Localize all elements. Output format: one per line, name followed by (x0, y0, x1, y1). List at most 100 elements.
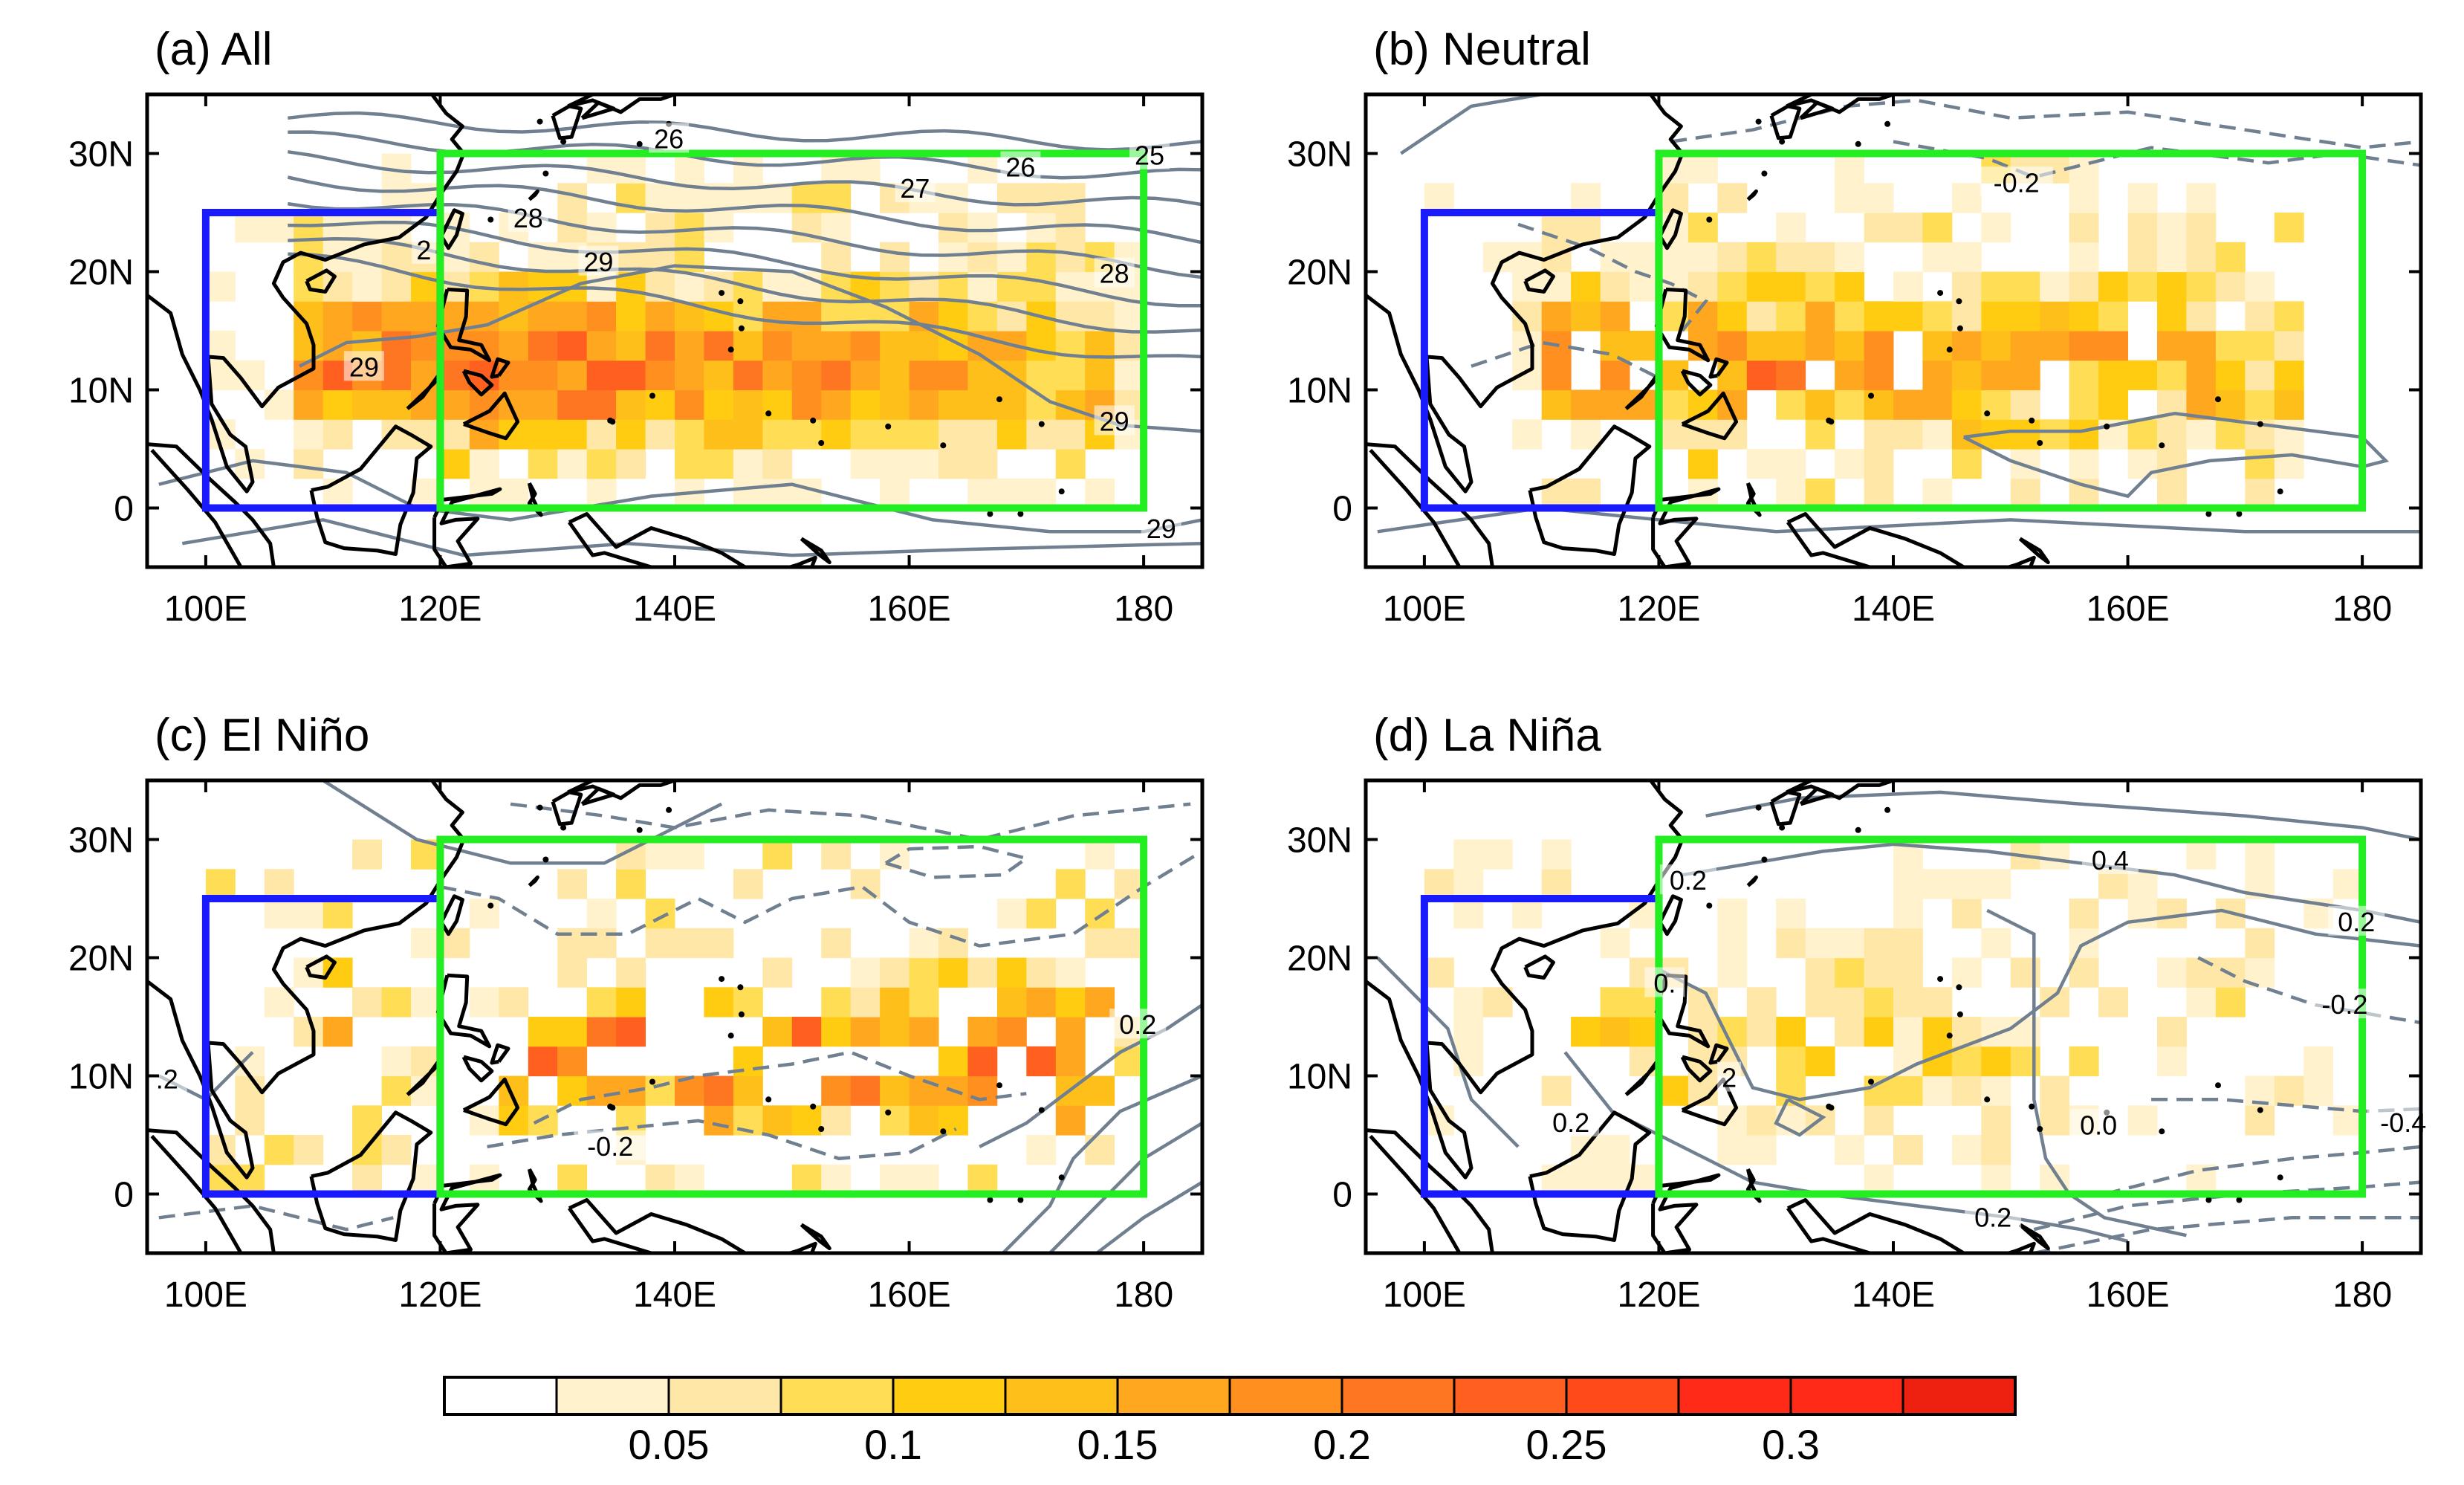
grid-cell (967, 449, 998, 479)
coastline-segment (1681, 391, 1739, 441)
island-dot (996, 396, 1002, 403)
grid-cell (2332, 869, 2363, 899)
grid-cell (1835, 449, 1864, 479)
lon-tick-label: 160E (868, 589, 951, 629)
grid-cell (294, 449, 324, 479)
contour-label: -0.2 (2321, 989, 2367, 1020)
grid-cell (1981, 360, 2011, 391)
grid-cell (1951, 389, 1982, 420)
coastline-segment (1799, 100, 1835, 120)
grid-cell (675, 331, 704, 361)
grid-cell (557, 1046, 588, 1077)
contour-label: 26 (654, 123, 684, 154)
grid-cell (2186, 213, 2217, 243)
grid-cell (791, 389, 822, 420)
island-dot (1937, 290, 1944, 297)
island-dot (1946, 346, 1953, 353)
grid-cell (528, 360, 558, 391)
island-dot (2029, 1103, 2035, 1110)
island-dot (810, 1103, 817, 1110)
contour-label-bg (1094, 257, 1135, 288)
grid-cell (1805, 271, 1835, 302)
grid-cell (1453, 869, 1484, 899)
grid-cell (675, 449, 704, 479)
island-dot (940, 1128, 947, 1135)
grid-cell (1746, 987, 1777, 1017)
island-dot (487, 902, 494, 909)
grid-cell (1864, 419, 1894, 450)
contour-label: 0.4 (2092, 845, 2129, 876)
grid-cell (381, 1135, 412, 1165)
lon-tick-label: 120E (1617, 1275, 1700, 1315)
grid-cell (528, 449, 558, 479)
grid-cell (821, 839, 852, 870)
grid-cell (850, 987, 881, 1017)
grid-cell (1600, 1135, 1630, 1165)
colorbar-swatch (1677, 1376, 1792, 1416)
grid-cell (909, 1017, 939, 1047)
grid-cell (1026, 183, 1057, 213)
grid-cell (2069, 213, 2099, 243)
grid-cell (938, 242, 968, 273)
lon-tick-label: 180 (1114, 589, 1173, 629)
island-dot (2257, 421, 2263, 427)
grid-cell (1893, 1046, 1923, 1077)
grid-cell (1981, 1105, 2011, 1136)
grid-cell (2245, 449, 2275, 479)
grid-cell (294, 213, 324, 243)
grid-cell (1055, 419, 1086, 450)
grid-cell (1717, 271, 1748, 302)
grid-cell (1951, 899, 1982, 929)
grid-cell (1055, 1017, 1086, 1047)
island-dot (1038, 421, 1045, 427)
grid-cell (1571, 389, 1601, 420)
grid-cell (645, 301, 675, 331)
grid-cell (264, 213, 294, 243)
grid-cell (1981, 213, 2011, 243)
lat-tick-label: 0 (1332, 490, 1352, 529)
grid-cell (1951, 1046, 1982, 1077)
grid-cell (1776, 1017, 1806, 1047)
island-dot (1868, 1078, 1874, 1085)
grid-cell (996, 1017, 1027, 1047)
contour-label-bg (343, 351, 384, 381)
island-dot (727, 1032, 734, 1039)
island-dot (1706, 216, 1713, 223)
coastline-segment (1746, 189, 1758, 201)
lon-tick-label: 100E (164, 589, 247, 629)
grid-cell (704, 419, 734, 450)
grid-cell (2157, 242, 2187, 273)
grid-cell (616, 389, 646, 420)
colorbar-swatch (1789, 1376, 1904, 1416)
island-dot (1755, 118, 1762, 125)
grid-cell (1746, 242, 1777, 273)
contour-label: 2 (416, 235, 431, 265)
grid-cell (1085, 839, 1115, 870)
grid-cell (1600, 360, 1630, 391)
grid-cell (528, 1017, 558, 1047)
grid-cell (2186, 301, 2217, 331)
grid-cell (675, 419, 704, 450)
contour-label: -0.4 (2380, 1107, 2426, 1138)
grid-cell (1085, 478, 1115, 509)
grid-cell (616, 1017, 646, 1047)
grid-cell (528, 389, 558, 420)
grid-cell (850, 1075, 881, 1106)
grid-cell (1571, 301, 1601, 331)
grid-cell (586, 301, 617, 331)
island-dot (1017, 511, 1024, 517)
grid-cell (1026, 899, 1057, 929)
grid-cell (791, 1017, 822, 1047)
grid-cell (2010, 1017, 2040, 1047)
lat-tick-label: 30N (68, 135, 134, 175)
grid-cell (1746, 1017, 1777, 1047)
island-dot (649, 392, 655, 399)
grid-cell (850, 869, 881, 899)
grid-cell (821, 360, 852, 391)
grid-cell (1424, 957, 1454, 988)
grid-cell (1600, 1017, 1630, 1047)
colorbar-swatch (555, 1376, 670, 1416)
coastline-segment (461, 369, 494, 397)
island-dot (1956, 325, 1963, 331)
